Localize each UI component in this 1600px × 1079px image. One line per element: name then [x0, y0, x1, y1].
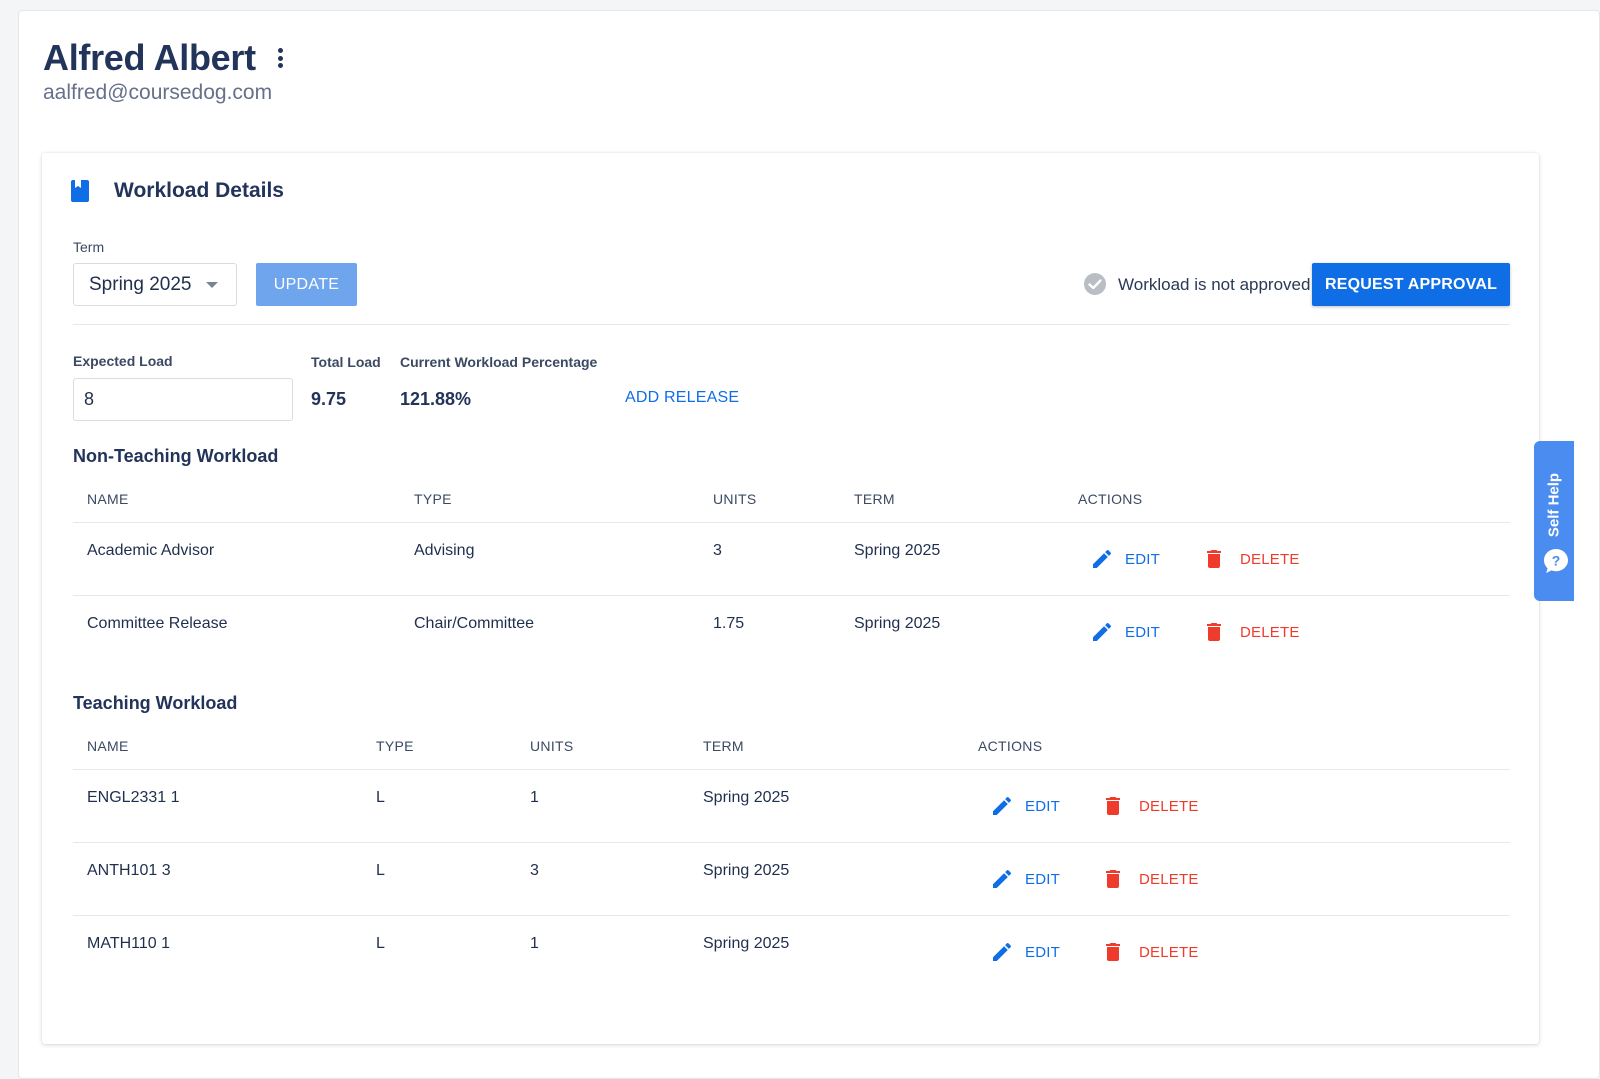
- column-header-term: TERM: [703, 738, 744, 754]
- column-header-name: NAME: [87, 738, 129, 754]
- trash-icon: [1106, 797, 1120, 815]
- cell-units: 3: [713, 542, 722, 559]
- cell-term: Spring 2025: [703, 935, 790, 952]
- table-row: MATH110 1 L 1 Spring 2025 EDIT DELETE: [73, 916, 1510, 989]
- delete-button[interactable]: DELETE: [1101, 794, 1199, 818]
- add-release-link[interactable]: ADD RELEASE: [625, 389, 740, 406]
- edit-label: EDIT: [1025, 870, 1060, 888]
- table-row: Committee Release Chair/Committee 1.75 S…: [73, 596, 1510, 669]
- cell-type: L: [376, 935, 385, 952]
- cell-term: Spring 2025: [703, 789, 790, 806]
- kebab-menu-icon[interactable]: [273, 45, 287, 71]
- term-select[interactable]: Spring 2025: [73, 263, 237, 306]
- teaching-title: Teaching Workload: [73, 693, 238, 713]
- cell-name: ENGL2331 1: [87, 789, 180, 806]
- trash-icon: [1106, 943, 1120, 961]
- non-teaching-title: Non-Teaching Workload: [73, 446, 279, 466]
- pencil-icon: [1093, 549, 1112, 568]
- trash-icon: [1207, 623, 1221, 641]
- user-name: Alfred Albert: [43, 37, 256, 78]
- self-help-tab[interactable]: Self Help ?: [1534, 441, 1574, 601]
- column-header-actions: ACTIONS: [1078, 491, 1143, 507]
- cell-type: Advising: [414, 542, 475, 559]
- total-load-label: Total Load: [311, 354, 381, 370]
- table-row: ANTH101 3 L 3 Spring 2025 EDIT DELETE: [73, 843, 1510, 916]
- trash-icon: [1207, 550, 1221, 568]
- cell-term: Spring 2025: [854, 542, 941, 559]
- cell-name: Committee Release: [87, 615, 228, 632]
- card-title: Workload Details: [114, 179, 284, 202]
- delete-button[interactable]: DELETE: [1202, 547, 1300, 571]
- cell-term: Spring 2025: [703, 862, 790, 879]
- non-teaching-table: NAME TYPE UNITS TERM ACTIONS Academic Ad…: [73, 477, 1510, 669]
- workload-details-card: Workload Details Term Spring 2025 UPDATE…: [42, 153, 1539, 1044]
- cell-term: Spring 2025: [854, 615, 941, 632]
- workload-percentage-value: 121.88%: [400, 389, 472, 409]
- cell-type: L: [376, 789, 385, 806]
- pencil-icon: [993, 869, 1012, 888]
- expected-load-input[interactable]: [73, 378, 293, 421]
- edit-label: EDIT: [1025, 943, 1060, 961]
- column-header-name: NAME: [87, 491, 129, 507]
- self-help-label: Self Help: [1545, 472, 1563, 538]
- cell-type: Chair/Committee: [414, 615, 535, 632]
- cell-name: ANTH101 3: [87, 862, 171, 879]
- column-header-type: TYPE: [376, 738, 414, 754]
- pencil-icon: [993, 942, 1012, 961]
- edit-label: EDIT: [1025, 797, 1060, 815]
- edit-label: EDIT: [1125, 550, 1160, 568]
- table-row: Academic Advisor Advising 3 Spring 2025 …: [73, 523, 1510, 596]
- question-chat-icon: ?: [1544, 549, 1568, 573]
- cell-type: L: [376, 862, 385, 879]
- user-email: aalfred@coursedog.com: [43, 81, 273, 104]
- cell-units: 1: [530, 935, 539, 952]
- delete-label: DELETE: [1139, 870, 1199, 888]
- term-label: Term: [73, 239, 105, 255]
- delete-label: DELETE: [1139, 943, 1199, 961]
- delete-label: DELETE: [1139, 797, 1199, 815]
- expected-load-label: Expected Load: [73, 353, 173, 369]
- pencil-icon: [993, 796, 1012, 815]
- cell-units: 1: [530, 789, 539, 806]
- book-icon: [71, 180, 89, 202]
- delete-button[interactable]: DELETE: [1101, 867, 1199, 891]
- check-circle-icon: [1084, 273, 1106, 295]
- cell-units: 1.75: [713, 615, 745, 632]
- svg-text:?: ?: [1552, 553, 1561, 569]
- chevron-down-icon: [206, 282, 218, 288]
- cell-name: Academic Advisor: [87, 542, 215, 559]
- column-header-type: TYPE: [414, 491, 452, 507]
- table-header: NAME TYPE UNITS TERM ACTIONS: [73, 477, 1510, 523]
- total-load-value: 9.75: [311, 389, 347, 409]
- delete-label: DELETE: [1240, 550, 1300, 568]
- page: Alfred Albert aalfred@coursedog.com Work…: [18, 10, 1600, 1079]
- table-row: ENGL2331 1 L 1 Spring 2025 EDIT DELETE: [73, 770, 1510, 843]
- update-button[interactable]: UPDATE: [256, 263, 357, 306]
- approval-status: Workload is not approved: [1118, 275, 1311, 294]
- term-select-value: Spring 2025: [89, 274, 192, 295]
- column-header-units: UNITS: [713, 491, 757, 507]
- edit-label: EDIT: [1125, 623, 1160, 641]
- cell-units: 3: [530, 862, 539, 879]
- edit-button[interactable]: EDIT: [1090, 547, 1160, 571]
- table-header: NAME TYPE UNITS TERM ACTIONS: [73, 724, 1510, 770]
- column-header-actions: ACTIONS: [978, 738, 1043, 754]
- delete-button[interactable]: DELETE: [1101, 940, 1199, 964]
- cell-name: MATH110 1: [87, 935, 170, 952]
- column-header-term: TERM: [854, 491, 895, 507]
- pencil-icon: [1093, 622, 1112, 641]
- divider: [73, 324, 1510, 325]
- edit-button[interactable]: EDIT: [990, 867, 1060, 891]
- edit-button[interactable]: EDIT: [990, 794, 1060, 818]
- teaching-table: NAME TYPE UNITS TERM ACTIONS ENGL2331 1 …: [73, 724, 1510, 989]
- request-approval-button[interactable]: REQUEST APPROVAL: [1312, 263, 1510, 306]
- workload-percentage-label: Current Workload Percentage: [400, 354, 598, 370]
- edit-button[interactable]: EDIT: [1090, 620, 1160, 644]
- trash-icon: [1106, 870, 1120, 888]
- delete-button[interactable]: DELETE: [1202, 620, 1300, 644]
- column-header-units: UNITS: [530, 738, 574, 754]
- delete-label: DELETE: [1240, 623, 1300, 641]
- edit-button[interactable]: EDIT: [990, 940, 1060, 964]
